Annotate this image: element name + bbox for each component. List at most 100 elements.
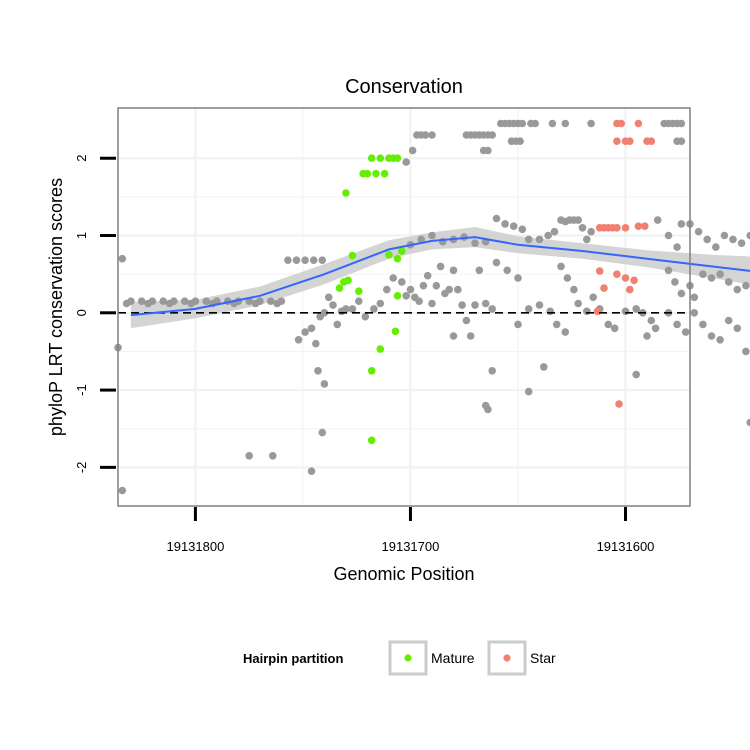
point-star-17 — [600, 284, 608, 292]
point-other-21 — [187, 299, 195, 308]
point-other-135 — [587, 227, 595, 236]
point-other-40 — [329, 301, 337, 309]
point-other-100 — [561, 119, 570, 128]
x-axis: 19131800 19131700 19131600 — [166, 507, 654, 554]
legend-title: Hairpin partition — [243, 651, 343, 666]
point-other-125 — [535, 235, 544, 244]
point-other-63 — [432, 281, 441, 290]
point-star-4 — [626, 137, 634, 145]
point-star-12 — [613, 224, 621, 232]
point-other-134 — [583, 235, 591, 244]
point-star-23 — [615, 400, 623, 408]
point-other-171 — [563, 274, 572, 282]
point-other-69 — [458, 301, 466, 309]
point-other-4 — [137, 297, 146, 306]
data-points — [114, 119, 750, 495]
y-tick-label-0: -2 — [74, 462, 89, 474]
point-other-33 — [294, 336, 303, 344]
point-star-2 — [613, 137, 621, 145]
point-mature-19 — [391, 327, 400, 336]
point-other-32 — [318, 256, 327, 265]
point-other-49 — [355, 297, 363, 306]
point-other-136 — [653, 216, 662, 224]
point-other-70 — [462, 316, 471, 325]
point-star-1 — [617, 119, 625, 128]
point-star-21 — [630, 276, 638, 285]
point-star-7 — [647, 137, 656, 145]
point-mature-13 — [348, 251, 357, 260]
point-other-45 — [314, 367, 322, 375]
legend-label-mature: Mature — [431, 650, 475, 666]
point-other-164 — [492, 258, 501, 267]
point-other-160 — [742, 281, 750, 290]
point-other-166 — [514, 274, 522, 282]
point-mature-20 — [376, 345, 385, 353]
point-other-29 — [292, 256, 301, 265]
point-other-34 — [301, 328, 309, 336]
x-tick-label-0: 19131800 — [166, 539, 224, 554]
point-mature-12 — [344, 276, 352, 285]
point-other-52 — [376, 299, 385, 308]
point-other-143 — [712, 243, 720, 251]
point-other-202 — [514, 320, 522, 329]
point-star-15 — [641, 222, 649, 230]
point-other-19 — [144, 299, 152, 308]
point-other-191 — [707, 332, 716, 340]
point-other-44 — [348, 305, 357, 313]
point-mature-16 — [393, 254, 402, 263]
point-other-16 — [266, 297, 275, 306]
point-other-206 — [561, 328, 570, 336]
point-mature-15 — [385, 251, 393, 259]
point-other-200 — [484, 405, 492, 414]
point-other-146 — [737, 239, 746, 247]
point-other-72 — [471, 301, 479, 309]
point-other-198 — [449, 332, 458, 340]
point-other-178 — [610, 324, 619, 333]
point-other-64 — [436, 262, 445, 271]
point-other-165 — [503, 266, 512, 275]
point-other-142 — [703, 235, 711, 244]
point-mature-9 — [393, 154, 402, 162]
point-star-14 — [634, 222, 643, 230]
point-other-177 — [604, 320, 613, 329]
point-other-25 — [273, 299, 281, 308]
point-other-26 — [245, 452, 253, 460]
point-mature-14 — [355, 287, 363, 296]
point-other-174 — [583, 307, 591, 316]
point-other-67 — [449, 266, 458, 275]
point-other-56 — [402, 292, 411, 300]
point-star-5 — [634, 119, 643, 128]
y-tick-label-4: 2 — [74, 155, 89, 162]
point-other-124 — [524, 235, 533, 244]
point-other-132 — [574, 216, 582, 224]
y-tick-label-1: -1 — [74, 384, 89, 396]
point-other-10 — [202, 297, 210, 306]
point-other-1 — [118, 254, 127, 263]
point-other-172 — [570, 285, 578, 294]
point-mature-4 — [372, 169, 380, 178]
point-other-47 — [318, 428, 327, 437]
point-other-96 — [518, 119, 527, 128]
chart-title: Conservation — [345, 76, 463, 98]
point-other-145 — [729, 235, 737, 244]
point-other-35 — [307, 324, 316, 333]
point-other-51 — [370, 305, 378, 313]
point-other-48 — [307, 467, 316, 476]
point-other-36 — [312, 339, 320, 348]
point-other-46 — [320, 380, 329, 388]
point-other-76 — [402, 158, 411, 166]
point-mature-18 — [393, 292, 402, 300]
point-other-88 — [488, 131, 497, 139]
point-other-185 — [651, 324, 660, 333]
point-other-189 — [690, 309, 699, 317]
point-other-197 — [746, 418, 750, 427]
point-other-168 — [535, 301, 544, 309]
point-other-99 — [548, 119, 557, 128]
point-other-81 — [428, 131, 436, 139]
point-other-184 — [643, 332, 651, 340]
point-other-205 — [552, 320, 561, 329]
point-other-156 — [707, 274, 716, 282]
point-other-55 — [398, 278, 406, 286]
point-star-19 — [621, 274, 630, 282]
point-other-150 — [664, 266, 673, 275]
